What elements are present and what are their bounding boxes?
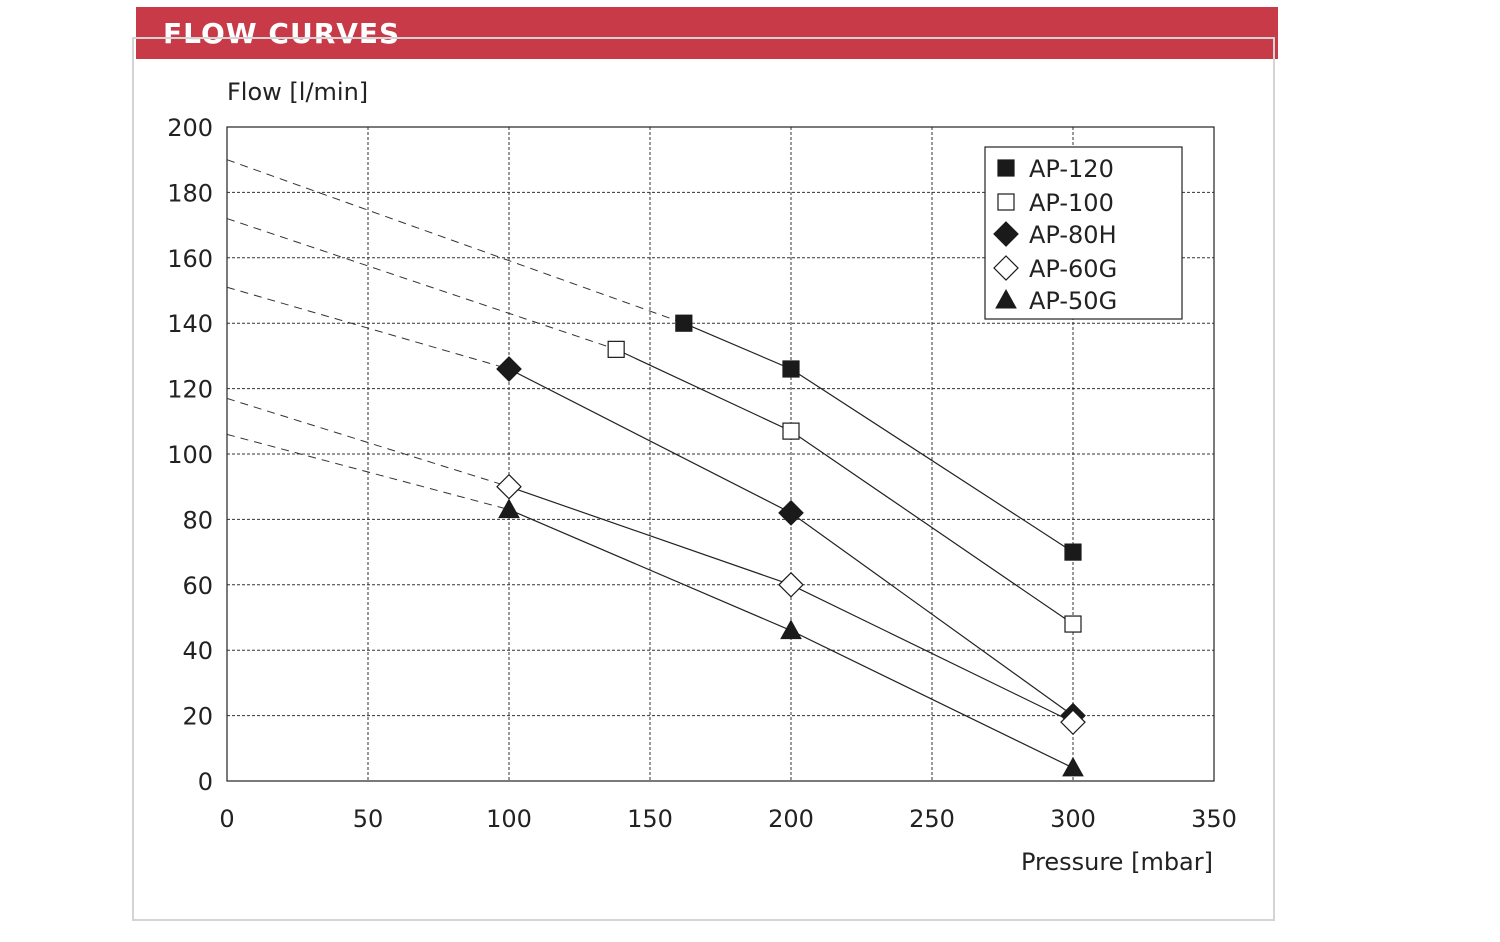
series-ap-60g-point [778,571,804,598]
series-ap-120-point [675,314,693,332]
header-title: FLOW CURVES [163,17,401,50]
y-tick-label: 100 [167,441,213,469]
legend-label-ap-60g: AP-60G [1029,255,1117,283]
header-bar: FLOW CURVES [136,7,1278,59]
legend-marker-ap-100 [997,193,1015,211]
legend-label-ap-80h: AP-80H [1029,221,1117,249]
x-tick-label: 200 [768,805,814,833]
y-axis-title: Flow [l/min] [227,78,368,106]
legend-marker-ap-120 [997,159,1015,177]
plot-border [226,126,1215,782]
chart-frame [132,37,1275,921]
legend-marker-ap-50g [995,288,1017,309]
series-ap-100-extrapolation [226,218,617,350]
series-ap-60g-extrapolation [226,397,510,488]
series-ap-120-extrapolation [226,159,685,324]
y-tick-label: 40 [182,637,213,665]
x-tick-label: 250 [909,805,955,833]
series-ap-50g-point [1062,756,1084,777]
series-ap-50g-point [780,619,802,640]
series-ap-80h-point [496,356,522,382]
y-tick-label: 160 [167,245,213,273]
x-tick-label: 100 [486,805,532,833]
series-ap-120-line [683,322,1074,553]
series-ap-100-point [782,422,800,440]
series-ap-100-line [615,348,1074,625]
legend: AP-120 AP-100 AP-80H AP-60G AP-50G [984,146,1183,320]
legend-label-ap-100: AP-100 [1029,189,1114,217]
legend-label-ap-50g: AP-50G [1029,287,1117,315]
series-ap-120-point [782,360,800,378]
x-axis-title: Pressure [mbar] [1021,848,1213,876]
y-tick-label: 80 [182,506,213,534]
series-ap-60g [226,397,1086,735]
series-ap-100 [226,218,1082,633]
y-tick-label: 60 [182,572,213,600]
x-tick-label: 350 [1191,805,1237,833]
legend-label-ap-120: AP-120 [1029,155,1114,183]
series-ap-120-point [1064,543,1082,561]
series-ap-80h [226,286,1086,729]
series-ap-50g-point [498,498,520,519]
series-ap-60g-point [1060,709,1086,735]
legend-marker-ap-60g [993,255,1019,281]
x-tick-label: 300 [1050,805,1096,833]
series-ap-50g-extrapolation [226,433,510,511]
series-ap-50g [226,433,1084,777]
axes: 0 50 100 150 200 250 300 350 0 20 40 60 80 100 120 140 1… [167,114,1237,833]
y-tick-label: 0 [198,768,213,796]
y-tick-label: 140 [167,310,213,338]
series-ap-100-point [607,340,625,358]
series-ap-120 [226,159,1082,561]
series-ap-60g-point [496,473,522,500]
series-ap-80h-point [778,500,804,526]
series-ap-80h-extrapolation [226,286,510,370]
y-tick-label: 20 [182,703,213,731]
y-tick-label: 120 [167,376,213,404]
y-tick-label: 180 [167,179,213,207]
x-tick-label: 50 [353,805,384,833]
series-ap-100-point [1064,615,1082,633]
series-layer [226,159,1086,777]
legend-marker-ap-80h [993,221,1019,247]
x-tick-label: 150 [627,805,673,833]
y-tick-label: 200 [167,114,213,142]
x-tick-label: 0 [219,805,234,833]
